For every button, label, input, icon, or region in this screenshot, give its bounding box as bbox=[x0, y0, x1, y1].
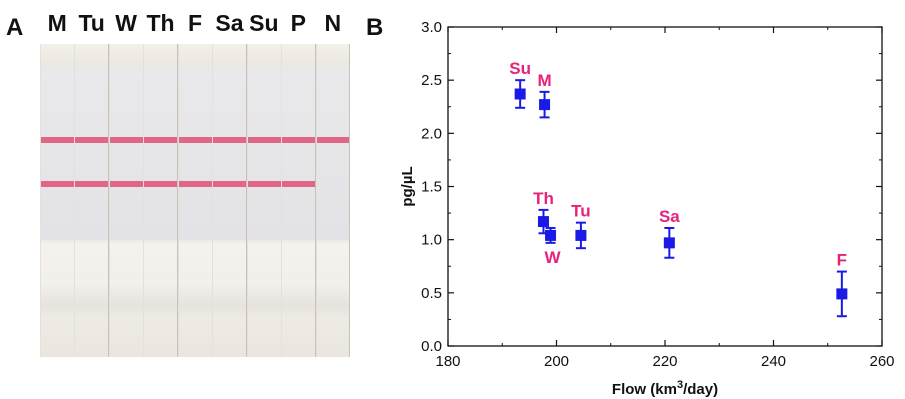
x-axis-label: Flow (km3/day) bbox=[612, 379, 718, 398]
y-tick-label: 1.5 bbox=[421, 179, 442, 196]
y-tick-label: 1.0 bbox=[421, 232, 442, 249]
test-line bbox=[75, 181, 109, 187]
test-strip-th bbox=[143, 44, 179, 357]
y-tick-label: 3.0 bbox=[421, 19, 442, 36]
control-line bbox=[282, 137, 316, 143]
x-tick-label: 260 bbox=[869, 353, 894, 370]
strip-label-p: P bbox=[290, 10, 306, 36]
test-line bbox=[41, 181, 74, 187]
test-strip-su bbox=[246, 44, 282, 357]
control-line bbox=[316, 137, 350, 143]
test-strip-f bbox=[177, 44, 213, 357]
test-strip-tu bbox=[74, 44, 110, 357]
data-point-tu: Tu bbox=[571, 202, 591, 250]
strip-label-th: Th bbox=[146, 10, 175, 36]
point-marker bbox=[836, 288, 848, 300]
strip-label-m: M bbox=[47, 10, 67, 36]
y-axis-label: pg/µL bbox=[399, 166, 416, 206]
point-label: F bbox=[837, 251, 847, 270]
data-point-su: Su bbox=[509, 59, 531, 109]
test-strip-p bbox=[281, 44, 317, 357]
x-ticks: 180 200 220 240 260 bbox=[435, 27, 895, 370]
lateral-flow-strips-photo bbox=[40, 44, 350, 357]
strip-label-w: W bbox=[115, 10, 137, 36]
scatter-chart: 0.0 0.5 1.0 1.5 2.0 2.5 3.0 180 200 220 240 260 Su… bbox=[399, 19, 895, 398]
point-marker bbox=[514, 88, 526, 100]
y-tick-label: 2.0 bbox=[421, 125, 442, 142]
x-axis-label-suffix: /day) bbox=[683, 381, 718, 398]
y-ticks: 0.0 0.5 1.0 1.5 2.0 2.5 3.0 bbox=[421, 19, 882, 355]
test-line bbox=[213, 181, 247, 187]
test-line bbox=[247, 181, 281, 187]
point-marker bbox=[539, 99, 551, 111]
strip-label-f: F bbox=[187, 10, 203, 36]
point-marker bbox=[537, 216, 549, 228]
point-label: M bbox=[537, 71, 551, 90]
test-line bbox=[282, 181, 316, 187]
point-label: Th bbox=[533, 189, 554, 208]
x-axis-label-main: Flow (km bbox=[612, 381, 677, 398]
x-tick-label: 200 bbox=[544, 353, 569, 370]
point-marker bbox=[545, 229, 557, 241]
x-tick-label: 220 bbox=[652, 353, 677, 370]
test-line bbox=[109, 181, 143, 187]
data-points: Su M Th W Tu Sa F bbox=[509, 59, 848, 318]
test-line bbox=[144, 181, 178, 187]
data-point-w: W bbox=[545, 226, 562, 267]
panel-a-label: A bbox=[6, 14, 24, 41]
control-line bbox=[213, 137, 247, 143]
panel-b-label: B bbox=[366, 14, 384, 41]
point-label: W bbox=[545, 248, 562, 267]
test-strip-m bbox=[40, 44, 75, 357]
control-line bbox=[178, 137, 212, 143]
strip-label-tu: Tu bbox=[78, 10, 105, 36]
control-line bbox=[109, 137, 143, 143]
data-point-sa: Sa bbox=[659, 207, 680, 259]
data-point-th: Th bbox=[533, 189, 554, 235]
point-marker bbox=[663, 237, 675, 249]
point-label: Su bbox=[509, 59, 531, 78]
x-tick-label: 180 bbox=[435, 353, 460, 370]
y-tick-label: 2.5 bbox=[421, 72, 442, 89]
x-tick-label: 240 bbox=[761, 353, 786, 370]
control-line bbox=[41, 137, 74, 143]
y-tick-label: 0.0 bbox=[421, 338, 442, 355]
point-marker bbox=[575, 229, 587, 241]
test-strip-w bbox=[108, 44, 144, 357]
test-strip-sa bbox=[212, 44, 248, 357]
strip-label-n: N bbox=[324, 10, 342, 36]
data-point-m: M bbox=[537, 71, 552, 119]
control-line bbox=[144, 137, 178, 143]
control-line bbox=[247, 137, 281, 143]
test-line bbox=[178, 181, 212, 187]
point-label: Sa bbox=[659, 207, 680, 226]
x-axis-label-superscript: 3 bbox=[677, 379, 683, 391]
strip-label-su: Su bbox=[249, 10, 279, 36]
test-strip-n bbox=[315, 44, 350, 357]
y-tick-label: 0.5 bbox=[421, 285, 442, 302]
point-label: Tu bbox=[571, 202, 591, 221]
strip-labels: M Tu W Th F Sa Su P N bbox=[40, 10, 350, 40]
data-point-f: F bbox=[836, 251, 848, 318]
strip-label-sa: Sa bbox=[215, 10, 244, 36]
control-line bbox=[75, 137, 109, 143]
